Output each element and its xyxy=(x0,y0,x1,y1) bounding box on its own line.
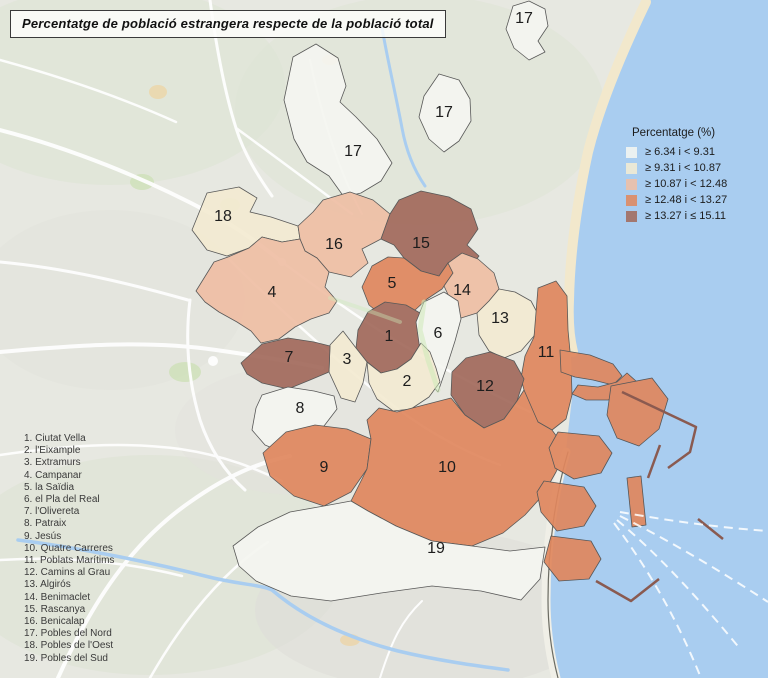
district-list-item: 6. el Pla del Real xyxy=(24,494,100,506)
legend-row: ≥ 6.34 i < 9.31 xyxy=(626,146,766,158)
roundabout xyxy=(208,356,218,366)
legend-class-label: ≥ 9.31 i < 10.87 xyxy=(645,162,722,174)
label-district-3: 3 xyxy=(343,351,352,368)
legend-row: ≥ 9.31 i < 10.87 xyxy=(626,162,766,174)
legend-class-label: ≥ 10.87 i < 12.48 xyxy=(645,178,728,190)
field-patch xyxy=(149,85,167,99)
label-district-2: 2 xyxy=(403,373,412,390)
label-district-16: 16 xyxy=(325,236,343,253)
legend-swatch xyxy=(626,178,637,190)
legend-swatch xyxy=(626,162,637,174)
label-district-9: 9 xyxy=(320,459,329,476)
park-patch xyxy=(169,362,201,382)
label-district-8: 8 xyxy=(296,400,305,417)
label-district-19: 19 xyxy=(427,540,445,557)
label-district-12: 12 xyxy=(476,378,494,395)
label-district-4: 4 xyxy=(268,284,277,301)
legend-row: ≥ 10.87 i < 12.48 xyxy=(626,178,766,190)
district-list-item: 8. Patraix xyxy=(24,518,67,530)
district-list: 1. Ciutat Vella 2. l'Eixample 3. Extramurs… xyxy=(24,433,114,665)
label-district-18: 18 xyxy=(214,208,232,225)
district-list-item: 7. l'Olivereta xyxy=(24,506,80,518)
district-list-item: 15. Rascanya xyxy=(24,603,86,615)
breakwaters xyxy=(595,390,724,603)
district-17-pobles-del-nord-b xyxy=(418,73,472,153)
district-list-item: 9. Jesús xyxy=(24,530,62,542)
legend-class-label: ≥ 13.27 i ≤ 15.11 xyxy=(645,210,726,222)
district-list-item: 12. Camins al Grau xyxy=(24,567,111,579)
legend: Percentatge (%) ≥ 6.34 i < 9.31 ≥ 9.31 i … xyxy=(626,127,766,226)
label-district-15: 15 xyxy=(412,235,430,252)
port-structures xyxy=(536,349,669,582)
district-2-l-eixample xyxy=(366,342,441,412)
rivers xyxy=(16,26,510,672)
districts xyxy=(191,0,669,602)
district-list-item: 1. Ciutat Vella xyxy=(24,433,86,444)
district-list-item: 5. la Saïdia xyxy=(24,481,75,493)
legend-class-label: ≥ 6.34 i < 9.31 xyxy=(645,146,715,158)
river-north xyxy=(380,26,427,188)
shipping-lanes xyxy=(613,511,768,678)
district-17-pobles-del-nord-a xyxy=(283,43,393,198)
label-district-14: 14 xyxy=(453,282,471,299)
river-south xyxy=(16,538,510,672)
turia-garden xyxy=(328,296,441,393)
district-list-item: 14. Benimaclet xyxy=(24,591,91,603)
district-labels: 1 2 3 4 5 6 7 8 9 10 11 12 13 14 15 16 1… xyxy=(214,10,554,557)
label-district-7: 7 xyxy=(285,349,294,366)
legend-class-label: ≥ 12.48 i < 13.27 xyxy=(645,194,728,206)
legend-rows: ≥ 6.34 i < 9.31 ≥ 9.31 i < 10.87 ≥ 10.87 i… xyxy=(626,146,766,222)
map-title: Percentatge de població estrangera respe… xyxy=(10,10,446,38)
district-list-item: 10. Quatre Carreres xyxy=(24,542,113,554)
district-3-extramurs xyxy=(328,330,368,403)
district-11-poblats-maritims xyxy=(520,280,573,431)
district-list-item: 2. l'Eixample xyxy=(24,445,81,457)
district-list-item: 19. Pobles del Sud xyxy=(24,652,108,664)
district-19-pobles-del-sud xyxy=(232,500,546,602)
legend-row: ≥ 12.48 i < 13.27 xyxy=(626,194,766,206)
label-district-1: 1 xyxy=(385,328,394,345)
label-district-17b: 17 xyxy=(435,104,453,121)
legend-swatch xyxy=(626,210,637,222)
label-district-5: 5 xyxy=(388,275,397,292)
district-8-patraix xyxy=(251,386,338,453)
sea xyxy=(545,0,768,678)
district-list-item: 3. Extramurs xyxy=(24,457,81,469)
legend-swatch xyxy=(626,194,637,206)
district-list-item: 4. Campanar xyxy=(24,469,82,481)
district-7-l-olivereta xyxy=(240,337,331,390)
label-district-17c: 17 xyxy=(515,10,533,27)
district-4-campanar xyxy=(195,236,338,344)
legend-row: ≥ 13.27 i ≤ 15.11 xyxy=(626,210,766,222)
label-district-6: 6 xyxy=(434,325,443,342)
legend-swatch xyxy=(626,146,637,158)
district-list-item: 18. Pobles de l'Oest xyxy=(24,640,114,652)
district-17-pobles-del-nord-c xyxy=(505,0,549,61)
legend-title: Percentatge (%) xyxy=(632,127,716,139)
district-list-item: 17. Pobles del Nord xyxy=(24,628,112,640)
label-district-17a: 17 xyxy=(344,143,362,160)
label-district-11: 11 xyxy=(538,344,555,361)
label-district-10: 10 xyxy=(438,459,456,476)
district-list-item: 13. Algirós xyxy=(24,579,71,591)
label-district-13: 13 xyxy=(491,310,509,327)
district-list-item: 11. Poblats Marítims xyxy=(24,555,115,567)
district-list-item: 16. Benicalap xyxy=(24,616,85,628)
